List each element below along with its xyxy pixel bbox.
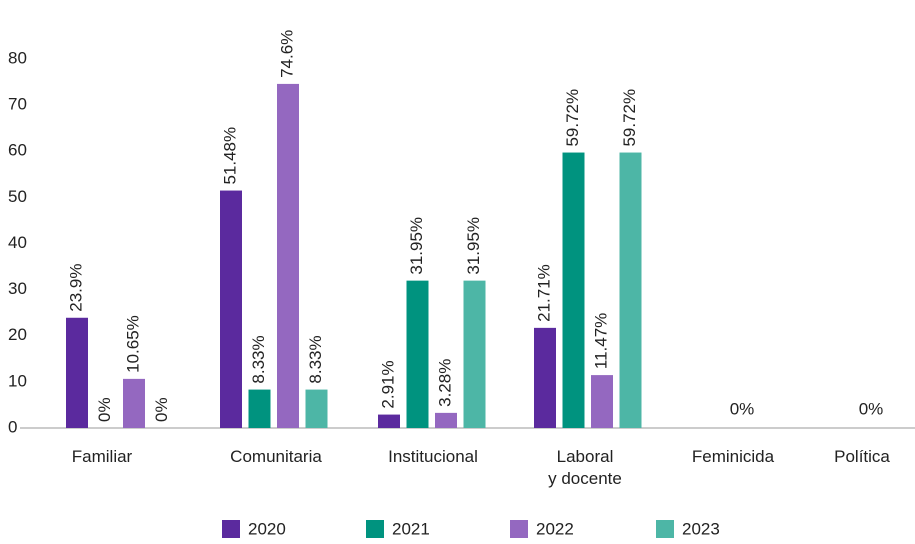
y-tick-label: 60 — [8, 141, 27, 160]
legend-swatch — [656, 520, 674, 538]
legend-swatch — [366, 520, 384, 538]
legend-swatch — [510, 520, 528, 538]
y-tick-label: 20 — [8, 325, 27, 344]
bar — [220, 190, 242, 428]
data-label: 0% — [95, 397, 114, 422]
y-tick-label: 10 — [8, 371, 27, 390]
data-label: 2.91% — [378, 360, 397, 408]
legend-label: 2022 — [536, 519, 574, 538]
y-tick-label: 50 — [8, 187, 27, 206]
data-label: 21.71% — [534, 264, 553, 322]
data-label: 59.72% — [563, 89, 582, 147]
x-tick-label: Política — [834, 447, 890, 466]
y-tick-label: 30 — [8, 279, 27, 298]
bar — [123, 378, 145, 428]
y-tick-label: 70 — [8, 95, 27, 114]
x-tick-label: Institucional — [388, 447, 478, 466]
legend-label: 2023 — [682, 519, 720, 538]
bar — [463, 280, 486, 428]
x-tick-label: Laboral y docente — [548, 447, 622, 488]
bar — [435, 412, 457, 428]
data-label: 10.65% — [123, 315, 142, 373]
bar — [591, 375, 613, 428]
bar — [406, 280, 429, 428]
bar — [619, 152, 642, 428]
bar — [66, 317, 88, 428]
data-label: 0% — [152, 397, 171, 422]
bar — [378, 414, 400, 428]
data-label: 0% — [859, 399, 884, 418]
data-label: 0% — [730, 399, 755, 418]
data-label: 8.33% — [249, 335, 268, 383]
data-label: 59.72% — [620, 89, 639, 147]
y-tick-label: 0 — [8, 417, 17, 436]
data-label: 31.95% — [464, 217, 483, 275]
bar — [248, 389, 271, 428]
y-tick-label: 80 — [8, 48, 27, 67]
x-tick-label: Comunitaria — [230, 447, 322, 466]
bar — [562, 152, 585, 428]
data-label: 3.28% — [435, 359, 454, 407]
legend-label: 2020 — [248, 519, 286, 538]
legend-label: 2021 — [392, 519, 430, 538]
x-tick-label: Feminicida — [691, 447, 775, 466]
data-label: 51.48% — [220, 127, 239, 185]
data-label: 8.33% — [306, 335, 325, 383]
data-label: 23.9% — [66, 264, 85, 312]
bar — [305, 389, 328, 428]
bar — [534, 327, 556, 428]
data-label: 74.6% — [277, 30, 296, 78]
data-label: 31.95% — [407, 217, 426, 275]
data-label: 11.47% — [591, 313, 610, 369]
bar — [277, 83, 299, 428]
x-tick-label: Familiar — [71, 447, 133, 466]
legend-swatch — [222, 520, 240, 538]
y-tick-label: 40 — [8, 233, 27, 252]
